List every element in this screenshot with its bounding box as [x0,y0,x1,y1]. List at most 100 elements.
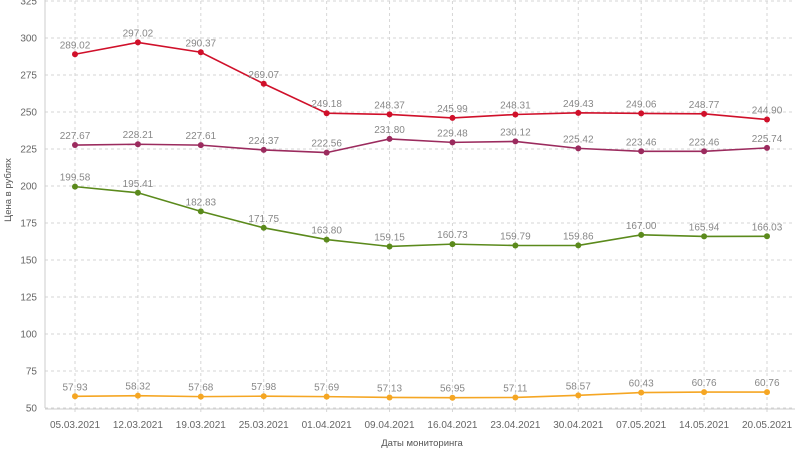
data-label: 297.02 [123,28,154,39]
data-point[interactable] [575,145,582,152]
x-tick-label: 19.03.2021 [176,420,226,431]
data-point[interactable] [323,236,330,243]
data-label: 231.80 [374,125,405,136]
data-point[interactable] [764,116,770,123]
data-label: 225.74 [752,134,783,145]
data-point[interactable] [134,392,141,399]
series-line [74,185,768,248]
data-label: 57.98 [251,382,276,393]
data-point[interactable] [512,138,519,145]
data-point[interactable] [575,242,582,249]
y-tick-label: 225 [20,145,37,156]
data-point[interactable] [386,243,393,250]
data-label: 60.76 [754,378,779,389]
data-point[interactable] [386,394,393,401]
data-point[interactable] [575,392,582,399]
data-point[interactable] [512,242,519,249]
data-point[interactable] [72,183,78,190]
data-point[interactable] [764,233,770,240]
data-label: 245.99 [437,104,468,115]
data-point[interactable] [638,148,645,155]
data-point[interactable] [449,139,456,146]
data-label: 165.94 [689,222,720,233]
data-point[interactable] [323,110,330,117]
data-point[interactable] [764,144,770,151]
data-label: 163.80 [311,226,342,237]
data-label: 249.06 [626,99,657,110]
data-point[interactable] [323,149,330,156]
data-label: 249.18 [311,99,342,110]
data-label: 269.07 [248,70,279,81]
y-tick-label: 250 [20,108,37,119]
data-point[interactable] [512,394,519,401]
y-axis-title: Цена в рублях [3,158,14,222]
y-tick-label: 150 [20,256,37,267]
data-label: 248.37 [374,100,405,111]
data-point[interactable] [72,393,78,400]
data-point[interactable] [701,389,708,396]
data-point[interactable] [512,111,519,118]
x-tick-label: 14.05.2021 [679,420,729,431]
y-tick-label: 325 [20,0,37,8]
data-point[interactable] [701,148,708,155]
x-tick-label: 25.03.2021 [239,420,289,431]
series-0: 289.02 297.02 290.37 269.07 249.18 248.37 245.… [60,28,783,123]
data-point[interactable] [134,141,141,148]
y-axis: 50 75 100 125 150 175 200 225 250 275 300 325 [20,0,37,415]
data-point[interactable] [701,233,708,240]
data-point[interactable] [386,135,393,142]
data-point[interactable] [197,393,204,400]
data-point[interactable] [575,109,582,116]
data-point[interactable] [449,241,456,248]
data-point[interactable] [197,142,204,149]
data-label: 159.86 [563,231,594,242]
data-label: 230.12 [500,127,531,138]
data-point[interactable] [260,224,267,231]
data-point[interactable] [323,393,330,400]
data-label: 182.83 [186,197,217,208]
data-label: 166.03 [752,222,783,233]
data-label: 222.56 [311,139,342,150]
data-point[interactable] [134,189,141,196]
data-point[interactable] [764,389,770,396]
data-point[interactable] [260,393,267,400]
data-point[interactable] [449,114,456,121]
data-label: 228.21 [123,130,154,141]
series-line [74,391,767,399]
data-label: 224.37 [248,136,279,147]
data-point[interactable] [701,110,708,117]
grid [44,0,795,412]
y-tick-label: 275 [20,71,37,82]
data-label: 58.32 [125,382,150,393]
data-point[interactable] [638,389,645,396]
series-3: 57.93 58.32 57.68 57.98 57.69 57.13 56.95 57.11… [62,378,780,401]
data-point[interactable] [386,111,393,118]
x-tick-label: 01.04.2021 [302,420,352,431]
data-point[interactable] [197,49,204,56]
data-point[interactable] [72,51,78,58]
series-line [74,41,768,121]
data-point[interactable] [260,146,267,153]
data-point[interactable] [638,110,645,117]
x-tick-label: 30.04.2021 [553,420,603,431]
data-label: 227.67 [60,131,91,142]
data-point[interactable] [72,142,78,149]
data-label: 290.37 [186,38,217,49]
data-label: 60.76 [692,378,717,389]
data-point[interactable] [638,231,645,238]
data-point[interactable] [449,394,456,401]
data-label: 195.41 [123,179,154,190]
data-point[interactable] [260,80,267,87]
data-point[interactable] [134,39,141,46]
data-label: 57.13 [377,383,402,394]
data-label: 159.79 [500,232,531,243]
data-label: 167.00 [626,221,657,232]
data-point[interactable] [197,208,204,215]
x-tick-label: 16.04.2021 [427,420,477,431]
series-group: 289.02 297.02 290.37 269.07 249.18 248.37 245.… [60,28,783,401]
y-tick-label: 175 [20,219,37,230]
data-label: 248.31 [500,101,531,112]
y-tick-label: 300 [20,34,37,45]
x-axis-title: Даты мониторинга [381,438,463,449]
